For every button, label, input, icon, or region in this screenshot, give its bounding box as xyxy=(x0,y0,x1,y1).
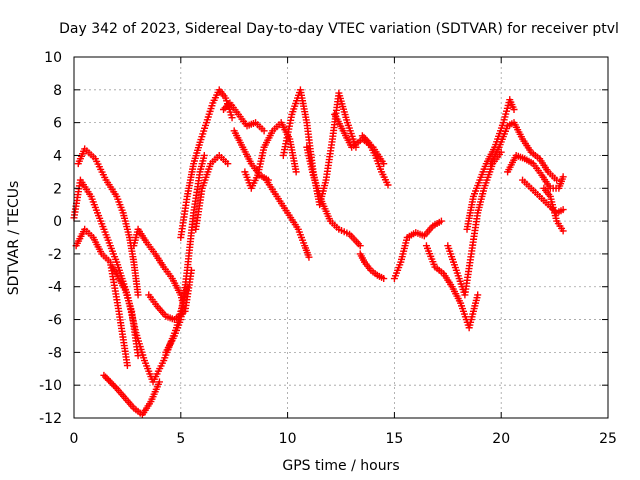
data-point xyxy=(559,173,567,181)
series-track-15 xyxy=(279,86,360,209)
data-point xyxy=(510,106,518,114)
series-track-5 xyxy=(108,263,142,360)
series-track-21 xyxy=(422,242,482,332)
x-tick-label: 10 xyxy=(279,431,297,447)
y-tick-label: -2 xyxy=(48,247,62,263)
series-track-2 xyxy=(72,225,131,369)
series-track-24 xyxy=(487,119,561,184)
data-point xyxy=(103,375,111,383)
x-tick-label: 25 xyxy=(599,431,617,447)
y-tick-label: -12 xyxy=(39,411,62,427)
x-tick-label: 0 xyxy=(70,431,79,447)
data-point xyxy=(108,380,116,388)
data-point xyxy=(292,168,300,176)
data-point xyxy=(553,176,561,184)
data-point xyxy=(559,227,567,235)
data-point xyxy=(134,291,142,299)
series-track-9 xyxy=(177,86,236,241)
y-tick-label: 2 xyxy=(53,181,62,197)
y-tick-label: 10 xyxy=(44,50,62,66)
data-point xyxy=(228,114,236,122)
data-point xyxy=(305,253,313,261)
data-point xyxy=(111,383,119,391)
series-track-25 xyxy=(504,151,567,192)
series-track-16 xyxy=(303,143,364,250)
data-point xyxy=(437,217,445,225)
y-tick-label: -10 xyxy=(39,378,62,394)
series-track-19 xyxy=(356,250,388,283)
data-point xyxy=(200,151,208,159)
series-track-14 xyxy=(262,176,313,261)
series-track-6 xyxy=(130,225,195,315)
series-track-10 xyxy=(192,151,232,233)
data-point xyxy=(380,275,388,283)
data-point xyxy=(384,181,392,189)
x-tick-label: 5 xyxy=(176,431,185,447)
y-tick-label: 8 xyxy=(53,83,62,99)
data-point xyxy=(474,291,482,299)
y-axis-label: SDTVAR / TECUs xyxy=(6,181,22,296)
y-tick-label: -4 xyxy=(48,280,62,296)
y-tick-label: 0 xyxy=(53,214,62,230)
y-tick-label: -6 xyxy=(48,313,62,329)
grid-lines xyxy=(74,57,608,418)
data-point xyxy=(100,371,108,379)
plot-frame xyxy=(73,56,609,419)
x-tick-label: 15 xyxy=(385,431,403,447)
data-point xyxy=(356,242,364,250)
data-point xyxy=(362,135,370,143)
data-point xyxy=(134,352,142,360)
chart-title: Day 342 of 2023, Sidereal Day-to-day VTE… xyxy=(59,21,619,37)
series-track-11 xyxy=(220,99,268,135)
series-track-4 xyxy=(100,371,163,419)
series-track-3 xyxy=(74,145,142,299)
data-point xyxy=(106,378,114,386)
series-track-22 xyxy=(444,148,505,299)
data-point xyxy=(123,361,131,369)
x-axis-label: GPS time / hours xyxy=(282,458,399,474)
data-point xyxy=(102,373,110,381)
data-point xyxy=(559,206,567,214)
x-tick-label: 20 xyxy=(492,431,510,447)
data-point xyxy=(105,376,113,384)
data-point xyxy=(110,381,118,389)
y-tick-label: -8 xyxy=(48,345,62,361)
series-track-20 xyxy=(390,217,445,283)
data-point xyxy=(155,378,163,386)
data-points xyxy=(70,86,567,419)
series-track-18 xyxy=(358,132,392,189)
y-tick-label: 4 xyxy=(53,148,62,164)
data-point xyxy=(224,160,232,168)
series-track-27 xyxy=(540,184,567,235)
series-track-23 xyxy=(463,96,518,233)
data-point xyxy=(260,127,268,135)
y-tick-label: 6 xyxy=(53,116,62,132)
series-track-8 xyxy=(162,151,208,356)
axis-ticks: 0 5 10 15 20 25 -12 -10 -8 -6 -4 -2 0 2 4 6 8 10 xyxy=(39,50,617,447)
